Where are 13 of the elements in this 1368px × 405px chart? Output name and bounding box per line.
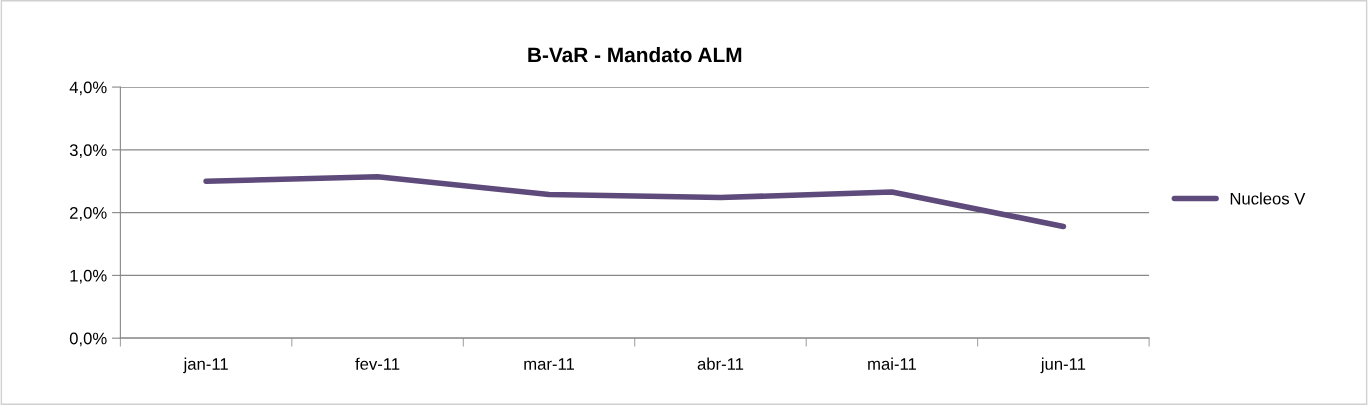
y-tick-label: 3,0% [69,144,107,159]
chart-title: B-VaR - Mandato ALM [528,46,742,63]
x-tick-label: mar-11 [524,358,574,370]
y-tick-label: 1,0% [70,269,107,284]
y-tick-label: 4,0% [69,81,107,96]
x-tick-label: mai-11 [868,357,916,370]
x-tick-label: abr-11 [697,357,744,370]
x-tick-label: fev-11 [355,357,400,370]
y-tick-label: 2,0% [70,207,107,221]
y-tick-label: 0,0% [69,332,107,347]
x-tick-label: jun-11 [1040,357,1086,374]
legend-label: Nucleos V [1230,192,1306,205]
x-tick-label: jan-11 [183,357,228,374]
